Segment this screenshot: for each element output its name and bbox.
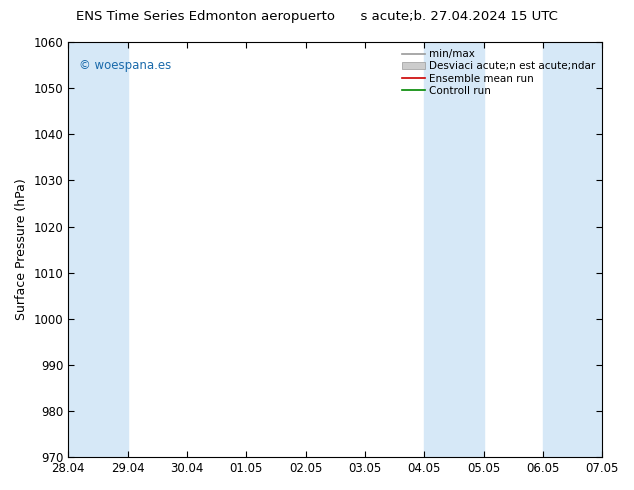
- Y-axis label: Surface Pressure (hPa): Surface Pressure (hPa): [15, 179, 28, 320]
- Legend: min/max, Desviaci acute;n est acute;ndar, Ensemble mean run, Controll run: min/max, Desviaci acute;n est acute;ndar…: [399, 47, 597, 98]
- Bar: [68, 42, 127, 457]
- Bar: [543, 42, 602, 457]
- Bar: [424, 42, 484, 457]
- Text: © woespana.es: © woespana.es: [79, 59, 171, 72]
- Text: ENS Time Series Edmonton aeropuerto      s acute;b. 27.04.2024 15 UTC: ENS Time Series Edmonton aeropuerto s ac…: [76, 10, 558, 23]
